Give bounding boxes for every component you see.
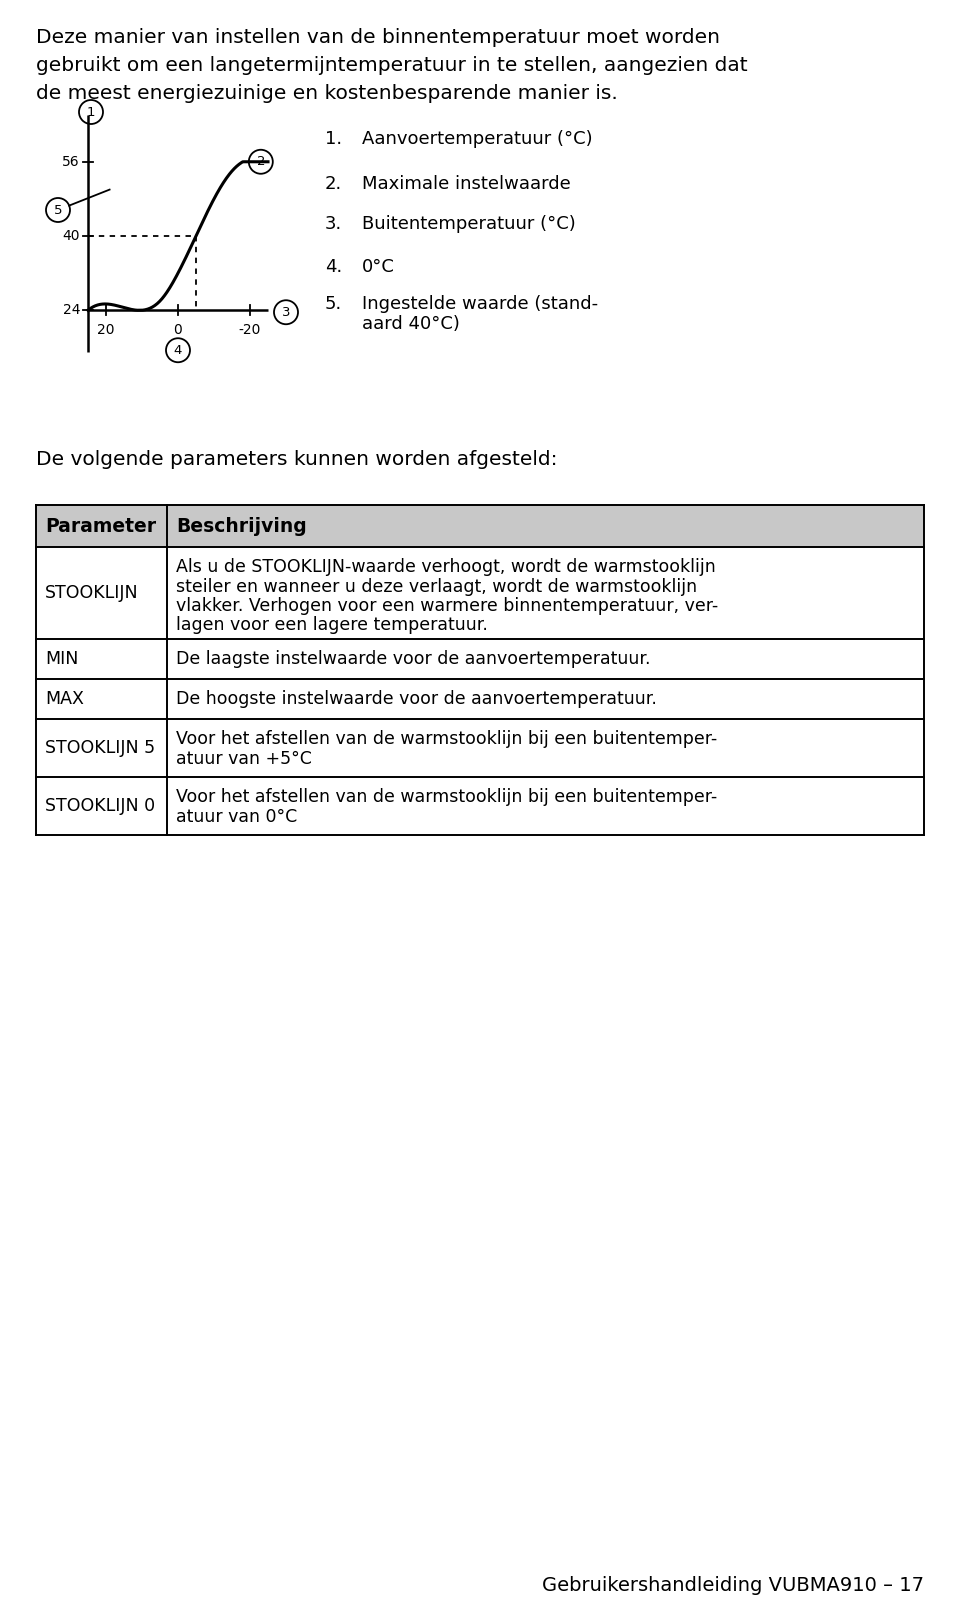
Text: Buitentemperatuur (°C): Buitentemperatuur (°C)	[362, 216, 576, 234]
Text: Beschrijving: Beschrijving	[176, 516, 307, 535]
Text: 0: 0	[174, 323, 182, 337]
Bar	[36, 639, 924, 680]
Text: Maximale instelwaarde: Maximale instelwaarde	[362, 175, 571, 193]
Text: STOOKLIJN 0: STOOKLIJN 0	[45, 796, 156, 814]
Text: MAX: MAX	[45, 689, 84, 707]
Text: atuur van 0°C: atuur van 0°C	[176, 808, 298, 826]
Text: De laagste instelwaarde voor de aanvoertemperatuur.: De laagste instelwaarde voor de aanvoert…	[176, 650, 651, 668]
Text: de meest energiezuinige en kostenbesparende manier is.: de meest energiezuinige en kostenbespare…	[36, 84, 617, 104]
Text: 4.: 4.	[325, 258, 343, 276]
Text: MIN: MIN	[45, 650, 79, 668]
Text: gebruikt om een langetermijntemperatuur in te stellen, aangezien dat: gebruikt om een langetermijntemperatuur …	[36, 57, 748, 75]
Text: 2.: 2.	[325, 175, 343, 193]
Text: Deze manier van instellen van de binnentemperatuur moet worden: Deze manier van instellen van de binnent…	[36, 28, 720, 47]
Text: 40: 40	[62, 229, 80, 243]
Text: Voor het afstellen van de warmstooklijn bij een buitentemper-: Voor het afstellen van de warmstooklijn …	[176, 788, 717, 806]
Text: 3.: 3.	[325, 216, 343, 234]
Text: vlakker. Verhogen voor een warmere binnentemperatuur, ver-: vlakker. Verhogen voor een warmere binne…	[176, 597, 718, 615]
Text: 3: 3	[281, 305, 290, 320]
Text: 1: 1	[86, 105, 95, 118]
Text: 4: 4	[174, 344, 182, 357]
Text: STOOKLIJN: STOOKLIJN	[45, 584, 138, 602]
Text: steiler en wanneer u deze verlaagt, wordt de warmstooklijn: steiler en wanneer u deze verlaagt, word…	[176, 577, 697, 595]
Text: 56: 56	[62, 154, 80, 169]
Text: aard 40°C): aard 40°C)	[362, 315, 460, 333]
Text: De volgende parameters kunnen worden afgesteld:: De volgende parameters kunnen worden afg…	[36, 449, 558, 469]
Text: 20: 20	[97, 323, 115, 337]
Text: Aanvoertemperatuur (°C): Aanvoertemperatuur (°C)	[362, 130, 592, 148]
Text: 5.: 5.	[325, 295, 343, 313]
Text: 0°C: 0°C	[362, 258, 395, 276]
Text: atuur van +5°C: atuur van +5°C	[176, 749, 312, 767]
Text: 5: 5	[54, 203, 62, 216]
Text: Ingestelde waarde (stand-: Ingestelde waarde (stand-	[362, 295, 598, 313]
Text: 2: 2	[256, 156, 265, 169]
Text: 24: 24	[62, 303, 80, 318]
Bar	[36, 547, 924, 639]
Text: 1.: 1.	[325, 130, 342, 148]
Text: lagen voor een lagere temperatuur.: lagen voor een lagere temperatuur.	[176, 616, 488, 634]
Text: De hoogste instelwaarde voor de aanvoertemperatuur.: De hoogste instelwaarde voor de aanvoert…	[176, 689, 657, 707]
Text: Voor het afstellen van de warmstooklijn bij een buitentemper-: Voor het afstellen van de warmstooklijn …	[176, 730, 717, 748]
Text: Als u de STOOKLIJN-waarde verhoogt, wordt de warmstooklijn: Als u de STOOKLIJN-waarde verhoogt, word…	[176, 558, 716, 576]
Text: -20: -20	[239, 323, 261, 337]
Bar	[36, 777, 924, 835]
Bar	[36, 719, 924, 777]
Text: Gebruikershandleiding VUBMA910 – 17: Gebruikershandleiding VUBMA910 – 17	[542, 1577, 924, 1594]
Bar	[36, 680, 924, 719]
Bar	[36, 504, 924, 547]
Text: Parameter: Parameter	[45, 516, 156, 535]
Text: STOOKLIJN 5: STOOKLIJN 5	[45, 740, 156, 757]
